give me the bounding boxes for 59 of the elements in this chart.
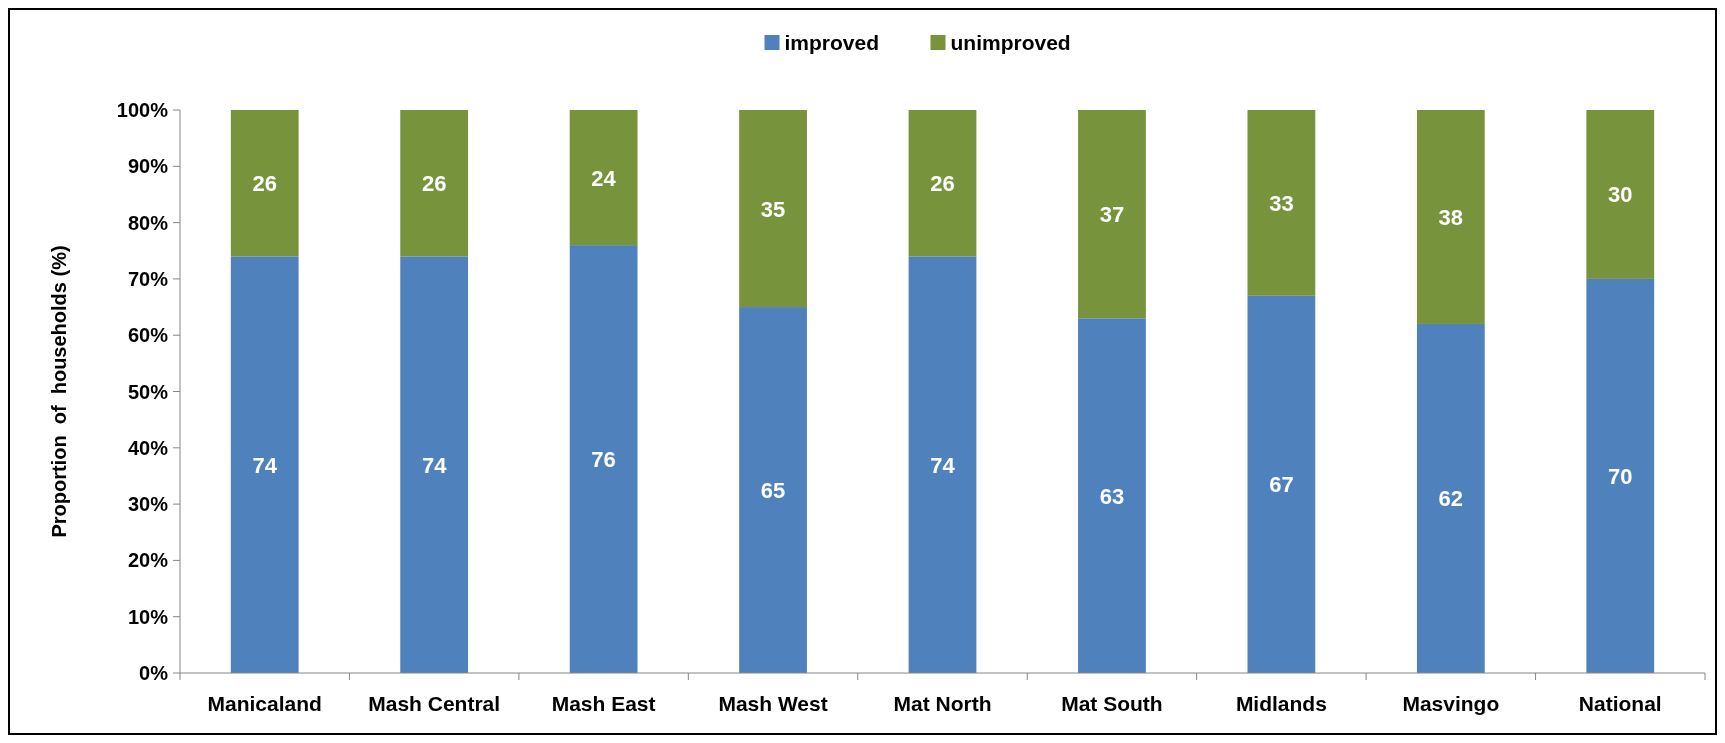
x-tick-label: Mash West [718,692,828,715]
bar [1416,110,1485,324]
y-tick-label: 50% [127,380,169,403]
bar [1586,278,1655,673]
bar [1247,110,1316,296]
data-label: 33 [1269,190,1294,216]
y-tick-label: 40% [127,436,169,459]
bar [400,110,469,257]
data-label: 35 [760,196,786,222]
bar [400,256,469,673]
data-label: 67 [1269,472,1294,498]
x-tick-label: Mat South [1061,692,1163,715]
y-tick-label: 90% [127,155,169,178]
bar [1078,318,1146,673]
x-tick-label: Mash East [551,692,656,715]
x-tick-label: Manicaland [207,692,322,715]
legend-label: improved [784,31,880,54]
y-tick-label: 20% [127,549,169,572]
bar [1586,110,1655,279]
x-tick-label: Masvingo [1402,692,1500,715]
data-label: 26 [930,171,955,197]
x-tick-label: National [1578,692,1662,715]
bar [1078,110,1146,319]
data-label: 76 [591,447,616,473]
data-label: 65 [760,478,786,504]
bar [908,256,977,673]
bar [569,245,638,673]
y-tick-label: 80% [127,211,169,234]
bar [569,110,638,246]
y-axis-title: Proportion of households (%) [48,245,70,538]
bar [230,256,299,673]
y-tick-label: 70% [127,267,169,290]
y-tick-label: 100% [116,99,169,121]
bar [230,110,299,257]
data-label: 38 [1438,204,1464,230]
y-tick-label: 60% [127,324,169,347]
x-tick-label: Mash Central [368,692,501,715]
bar [908,110,977,257]
x-tick-label: Mat North [893,692,992,715]
x-tick-label: Midlands [1235,692,1327,715]
y-tick-label: 10% [127,605,169,628]
bar [1416,323,1485,673]
y-tick-label: 30% [127,493,169,516]
data-label: 70 [1608,463,1633,489]
bar [739,307,807,673]
data-label: 62 [1438,486,1464,512]
data-label: 30 [1608,182,1633,208]
bar [739,110,807,308]
bar [1247,295,1316,673]
legend-label: unimproved [950,31,1071,54]
data-label: 74 [930,452,956,478]
data-label: 26 [252,171,277,197]
data-label: 24 [591,165,617,191]
data-label: 26 [421,171,447,197]
y-tick-label: 0% [139,662,169,684]
data-label: 74 [252,452,278,478]
data-label: 74 [421,452,448,478]
data-label: 63 [1099,483,1125,509]
data-label: 37 [1099,202,1125,228]
